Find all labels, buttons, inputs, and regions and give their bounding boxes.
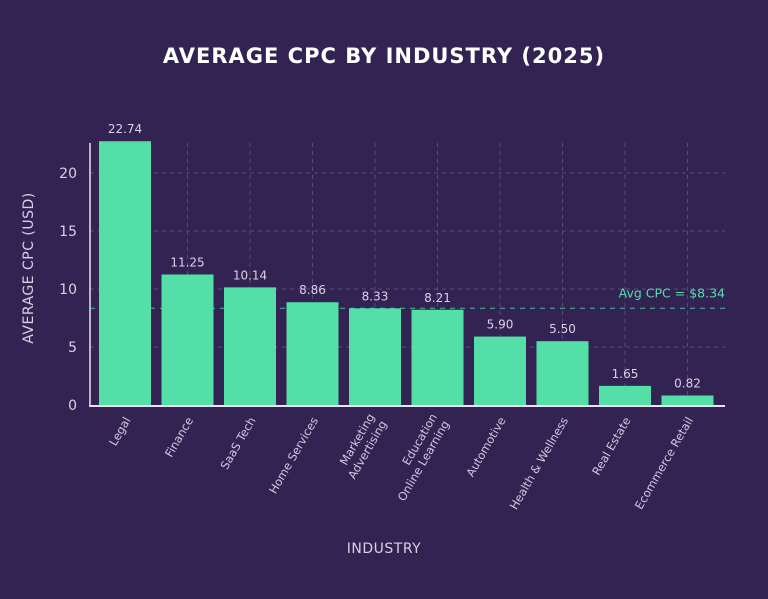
x-tick-label: Real Estate <box>589 415 634 478</box>
x-tick-label: Legal <box>106 415 134 449</box>
bar <box>599 385 651 405</box>
data-label: 8.21 <box>424 291 451 305</box>
bar <box>161 274 214 405</box>
data-label: 0.82 <box>674 376 701 390</box>
x-tick-label: Ecommerce Retail <box>632 415 696 512</box>
x-tick-label: SaaS Tech <box>217 415 258 472</box>
bar <box>286 302 339 405</box>
bar <box>661 395 714 405</box>
reference-line-group: Avg CPC = $8.34 <box>90 285 725 309</box>
bar <box>474 336 526 405</box>
data-label: 22.74 <box>108 122 142 136</box>
x-tick-label: MarketingAdvertising <box>333 411 390 481</box>
x-axis-label: INDUSTRY <box>347 541 421 557</box>
data-label: 11.25 <box>170 256 204 270</box>
bars: 22.74 11.25 10.14 8.86 8.33 8.21 5.90 5.50 1.65 0… <box>99 122 714 405</box>
data-label: 5.90 <box>487 318 514 332</box>
data-label: 8.33 <box>362 289 389 303</box>
y-axis-label: AVERAGE CPC (USD) <box>21 192 37 344</box>
y-ticks: 0 5 10 15 20 <box>59 166 77 414</box>
data-label: 10.14 <box>233 268 267 282</box>
bar <box>536 341 589 405</box>
avg-reference-label: Avg CPC = $8.34 <box>619 285 725 300</box>
bar <box>99 141 151 405</box>
x-tick-label: Finance <box>162 415 196 460</box>
x-tick-labels: Legal Finance SaaS Tech Home Services Market… <box>106 411 696 512</box>
x-tick-label: Home Services <box>266 415 321 497</box>
y-tick-label: 10 <box>59 282 77 298</box>
data-label: 5.50 <box>549 322 576 336</box>
chart-title: AVERAGE CPC BY INDUSTRY (2025) <box>163 44 605 68</box>
bar <box>411 309 464 405</box>
data-label: 8.86 <box>299 283 326 297</box>
bar <box>349 308 401 405</box>
bar <box>224 287 276 405</box>
y-tick-label: 20 <box>59 166 77 182</box>
x-tick-label: EducationOnline Learning <box>383 411 453 504</box>
y-tick-label: 15 <box>59 224 77 240</box>
y-tick-label: 5 <box>68 340 77 356</box>
data-label: 1.65 <box>612 367 639 381</box>
y-tick-label: 0 <box>68 398 77 414</box>
x-tick-label: Health & Wellness <box>507 415 571 513</box>
x-tick-label: Automotive <box>463 415 508 480</box>
